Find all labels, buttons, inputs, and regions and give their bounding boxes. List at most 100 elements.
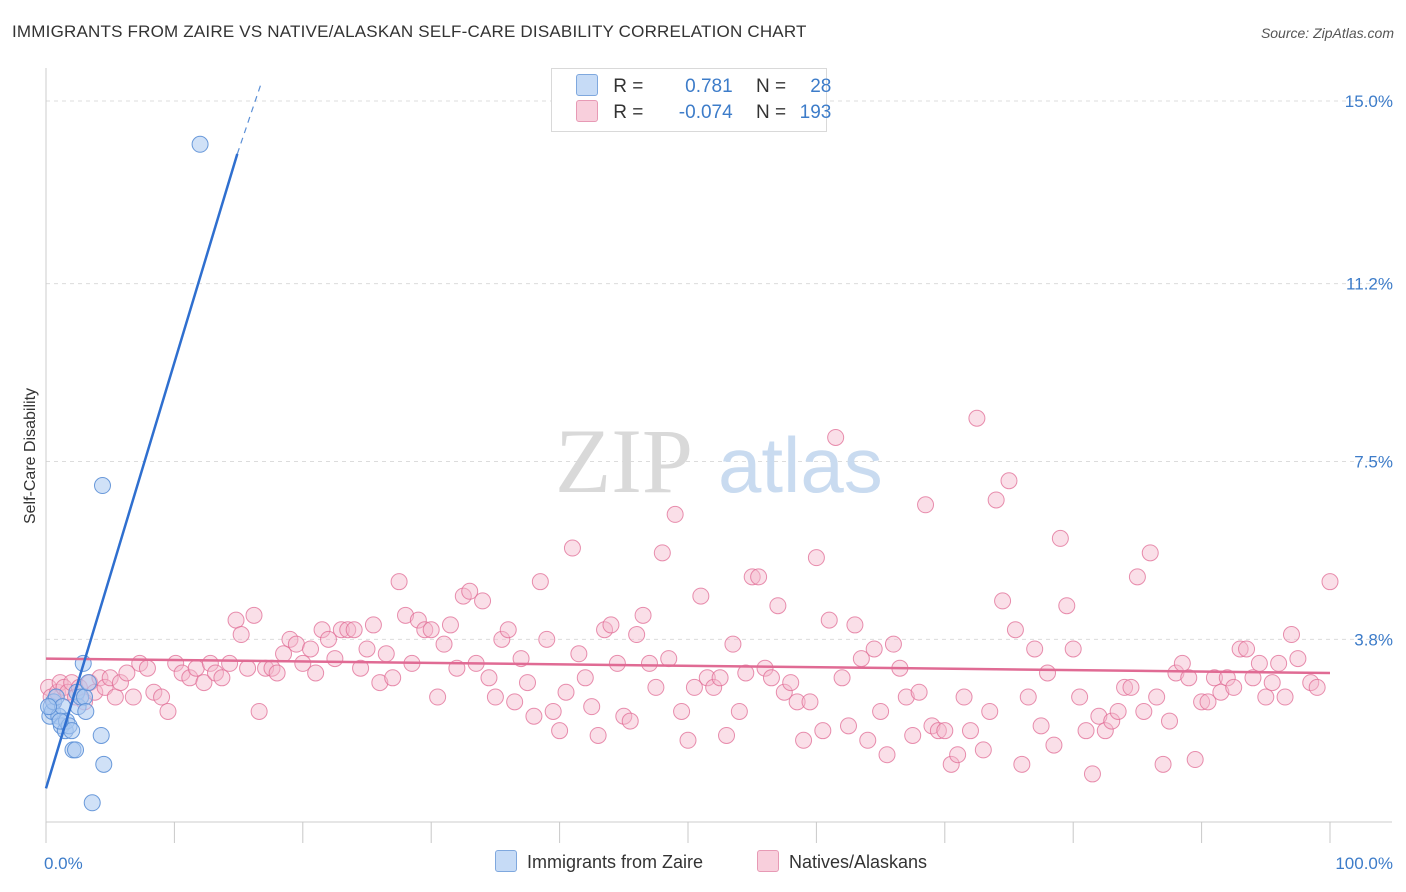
legend-n-label: N = [755, 76, 787, 98]
data-point-natives [390, 573, 408, 591]
data-point-natives [692, 587, 710, 605]
data-point-natives [1064, 640, 1082, 658]
series-legend-natives[interactable]: Natives/Alaskans [757, 850, 928, 874]
data-point-natives [538, 630, 556, 648]
data-point-natives [153, 688, 171, 706]
data-point-natives [106, 688, 124, 706]
data-point-natives [878, 746, 896, 764]
grid-lines [46, 100, 1392, 640]
data-point-natives [1039, 664, 1057, 682]
data-point-natives [1308, 678, 1326, 696]
legend-swatch-zaire [576, 74, 598, 96]
data-point-natives [640, 654, 658, 672]
data-point-natives [397, 606, 415, 624]
data-point-natives [1167, 664, 1185, 682]
data-point-natives [666, 505, 684, 523]
data-point-natives [319, 630, 337, 648]
data-point-zaire [191, 135, 209, 153]
data-point-natives [628, 626, 646, 644]
data-point-natives [345, 621, 363, 639]
y-tick-label: 11.2% [1346, 275, 1393, 294]
data-point-natives [608, 654, 626, 672]
data-point-natives [124, 688, 142, 706]
y-tick-label: 15.0% [1345, 92, 1393, 111]
data-point-natives [474, 592, 492, 610]
legend-n-label: N = [755, 102, 787, 124]
data-point-natives [705, 678, 723, 696]
data-point-natives [358, 640, 376, 658]
data-point-natives [833, 669, 851, 687]
data-point-natives [576, 669, 594, 687]
x-tick-label: 100.0% [1335, 854, 1393, 873]
data-point-natives [250, 702, 268, 720]
data-point-natives [1321, 573, 1339, 591]
data-point-natives [302, 640, 320, 658]
data-point-natives [339, 621, 357, 639]
axes [45, 68, 1392, 843]
data-point-natives [1116, 678, 1134, 696]
trend-lines [44, 81, 1331, 789]
data-point-natives [756, 659, 774, 677]
data-point-natives [1186, 751, 1204, 769]
legend-n-value: 193 [799, 102, 832, 124]
data-point-natives [698, 669, 716, 687]
data-point-natives [936, 722, 954, 740]
natives-alaskans-points [40, 409, 1339, 783]
data-point-natives [1013, 755, 1031, 773]
data-point-natives [602, 616, 620, 634]
series-label-natives: Natives/Alaskans [789, 852, 928, 872]
data-point-natives [1019, 688, 1037, 706]
series-legend-zaire[interactable]: Immigrants from Zaire [495, 850, 703, 874]
source-label: Source: ZipAtlas.com [1260, 25, 1394, 41]
watermark: ZIP atlas [555, 410, 883, 512]
data-point-natives [551, 722, 569, 740]
data-point-zaire [40, 698, 58, 716]
x-tick-label: 0.0% [44, 854, 83, 873]
y-tick-labels: 3.8% 7.5% 11.2% 15.0% [1345, 92, 1393, 649]
data-point-natives [1244, 669, 1262, 687]
data-point-natives [570, 645, 588, 663]
data-point-natives [563, 539, 581, 557]
data-point-natives [730, 702, 748, 720]
data-point-natives [840, 717, 857, 735]
data-point-natives [1154, 755, 1172, 773]
data-point-natives [531, 573, 549, 591]
data-point-natives [461, 582, 479, 600]
data-point-natives [775, 683, 793, 701]
data-point-natives [679, 731, 697, 749]
legend-row-natives: R = -0.074 N = 193 [576, 100, 832, 126]
data-point-natives [221, 654, 239, 672]
data-point-natives [384, 669, 402, 687]
data-point-natives [897, 688, 915, 706]
legend-r-value: 0.781 [685, 76, 733, 98]
data-point-natives [974, 741, 992, 759]
data-point-natives [859, 731, 877, 749]
data-point-natives [1045, 736, 1063, 754]
data-point-natives [480, 669, 498, 687]
data-point-natives [1263, 674, 1281, 692]
data-point-natives [1090, 707, 1108, 725]
data-point-natives [1006, 621, 1024, 639]
data-point-natives [1161, 712, 1178, 730]
data-point-natives [195, 674, 213, 692]
data-point-natives [865, 640, 883, 658]
data-point-natives [352, 659, 370, 677]
y-tick-label: 7.5% [1354, 453, 1393, 472]
data-point-natives [1141, 544, 1159, 562]
data-point-natives [1148, 688, 1166, 706]
data-point-natives [583, 698, 601, 716]
data-point-natives [762, 669, 780, 687]
data-point-natives [673, 702, 691, 720]
data-point-natives [917, 496, 935, 514]
data-point-natives [416, 621, 434, 639]
x-tick-labels: 0.0% 100.0% [44, 854, 1393, 873]
data-point-natives [987, 491, 1005, 509]
data-point-natives [377, 645, 395, 663]
data-point-natives [955, 688, 973, 706]
data-point-natives [486, 688, 504, 706]
data-point-zaire [76, 688, 94, 706]
data-point-natives [769, 597, 787, 615]
legend-r-value: -0.074 [678, 102, 733, 124]
data-point-natives [435, 635, 453, 653]
data-point-natives [506, 693, 524, 711]
